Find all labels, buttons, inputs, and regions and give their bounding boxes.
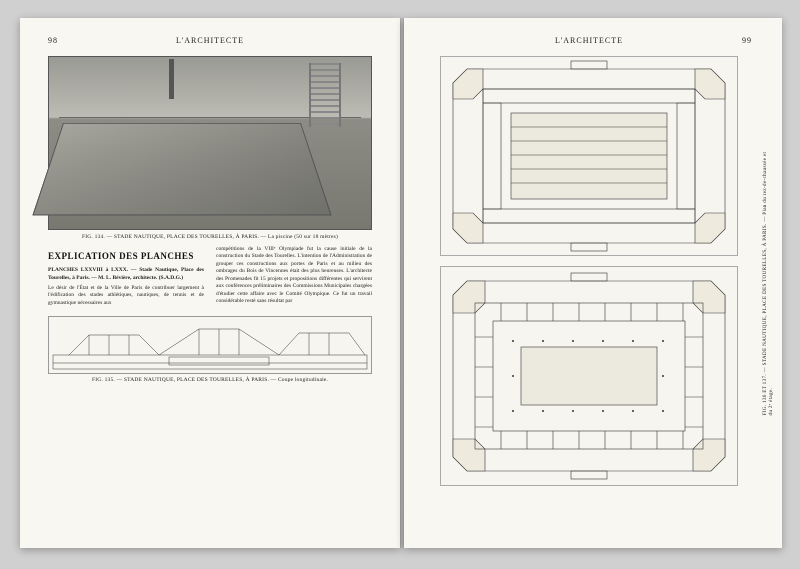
planche-subtitle: PLANCHES LXXVIII à LXXX. — Stade Nautiqu… — [48, 267, 204, 282]
page-number-left: 98 — [48, 36, 58, 45]
column-2: compétitions de la VIIIᵉ Olympiade fut l… — [216, 246, 372, 308]
running-head-left: 98 L'ARCHITECTE — [48, 36, 372, 50]
column-2-body: compétitions de la VIIIᵉ Olympiade fut l… — [216, 246, 372, 305]
chimney — [169, 59, 174, 99]
floor-plan-lower — [440, 266, 738, 486]
journal-title-left: L'ARCHITECTE — [176, 36, 244, 45]
running-head-right: L'ARCHITECTE 99 — [426, 36, 752, 50]
book-spread: 98 L'ARCHITECTE FIG. 134. — STADE NAUTIQ… — [0, 0, 800, 569]
page-number-right: 99 — [742, 36, 752, 45]
floor-plan-upper — [440, 56, 738, 256]
text-columns: EXPLICATION DES PLANCHES PLANCHES LXXVII… — [48, 246, 372, 308]
section-caption: FIG. 135. — STADE NAUTIQUE, PLACE DES TO… — [48, 377, 372, 383]
page-left: 98 L'ARCHITECTE FIG. 134. — STADE NAUTIQ… — [20, 18, 400, 548]
journal-title-right: L'ARCHITECTE — [555, 36, 623, 45]
swimming-pool-photograph — [48, 56, 372, 230]
plans-side-caption: FIG. 136 ET 137. — STADE NAUTIQUE, PLACE… — [762, 151, 774, 416]
pool-water — [32, 123, 332, 216]
section-heading: EXPLICATION DES PLANCHES — [48, 250, 204, 262]
photo-caption: FIG. 134. — STADE NAUTIQUE, PLACE DES TO… — [48, 234, 372, 240]
page-right: L'ARCHITECTE 99 — [404, 18, 782, 548]
longitudinal-section-drawing — [48, 316, 372, 374]
diving-tower — [309, 63, 341, 127]
column-1: EXPLICATION DES PLANCHES PLANCHES LXXVII… — [48, 246, 204, 308]
column-1-body: Le désir de l'État et de la Ville de Par… — [48, 285, 204, 307]
